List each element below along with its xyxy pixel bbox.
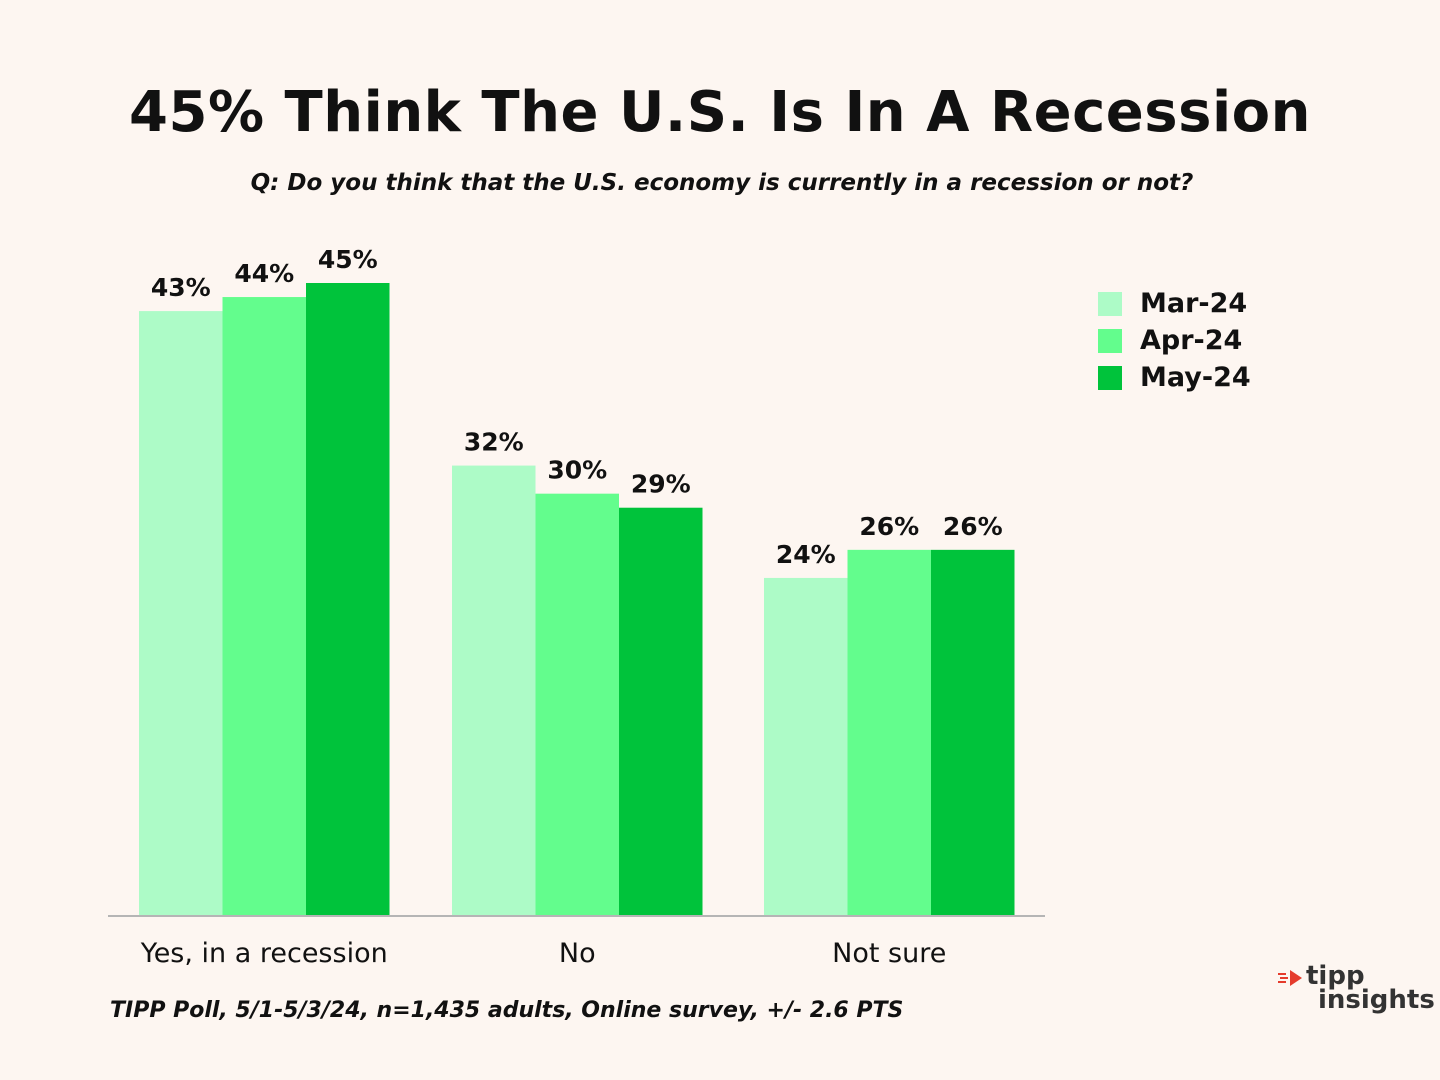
data-label-yes-in-a-recession-may-24: 45% — [318, 245, 378, 274]
tipp-insights-logo: tipp insights — [1278, 961, 1435, 1022]
data-label-no-mar-24: 32% — [464, 428, 524, 457]
bar-no-may-24 — [619, 507, 703, 915]
legend-swatch-apr-24 — [1098, 328, 1122, 353]
bar-no-mar-24 — [452, 465, 536, 915]
logo-text-insights: insights — [1318, 985, 1435, 1015]
data-label-yes-in-a-recession-mar-24: 43% — [151, 273, 211, 302]
chart-title: 45% Think The U.S. Is In A Recession — [129, 80, 1311, 145]
source-note: TIPP Poll, 5/1-5/3/24, n=1,435 adults, O… — [110, 998, 904, 1023]
legend-item-apr-24: Apr-24 — [1098, 322, 1251, 359]
legend-label-apr-24: Apr-24 — [1140, 325, 1243, 356]
bar-not-sure-may-24 — [931, 549, 1015, 915]
category-label-no: No — [559, 938, 596, 969]
logo-arrow-icon — [1278, 970, 1302, 986]
category-label-not-sure: Not sure — [832, 938, 946, 969]
category-label-yes-in-a-recession: Yes, in a recession — [140, 938, 388, 969]
data-label-not-sure-may-24: 26% — [943, 512, 1003, 541]
bar-yes-in-a-recession-may-24 — [306, 283, 390, 915]
legend-label-mar-24: Mar-24 — [1140, 288, 1248, 319]
logo-text-tipp: tipp — [1306, 961, 1365, 991]
bar-not-sure-mar-24 — [764, 577, 848, 915]
bar-not-sure-apr-24 — [847, 549, 931, 915]
data-label-not-sure-mar-24: 24% — [776, 540, 836, 569]
bar-yes-in-a-recession-apr-24 — [222, 297, 306, 915]
data-label-not-sure-apr-24: 26% — [859, 512, 919, 541]
data-label-no-may-24: 29% — [631, 470, 691, 499]
legend-item-mar-24: Mar-24 — [1098, 285, 1251, 322]
chart-subtitle: Q: Do you think that the U.S. economy is… — [250, 170, 1194, 196]
legend-label-may-24: May-24 — [1140, 362, 1251, 393]
bar-yes-in-a-recession-mar-24 — [139, 311, 223, 916]
legend-swatch-may-24 — [1098, 365, 1122, 390]
data-label-no-apr-24: 30% — [547, 456, 607, 485]
legend-item-may-24: May-24 — [1098, 359, 1251, 396]
legend-swatch-mar-24 — [1098, 291, 1122, 316]
bar-no-apr-24 — [535, 493, 619, 915]
legend: Mar-24 Apr-24 May-24 — [1098, 285, 1251, 396]
data-label-yes-in-a-recession-apr-24: 44% — [234, 259, 294, 288]
